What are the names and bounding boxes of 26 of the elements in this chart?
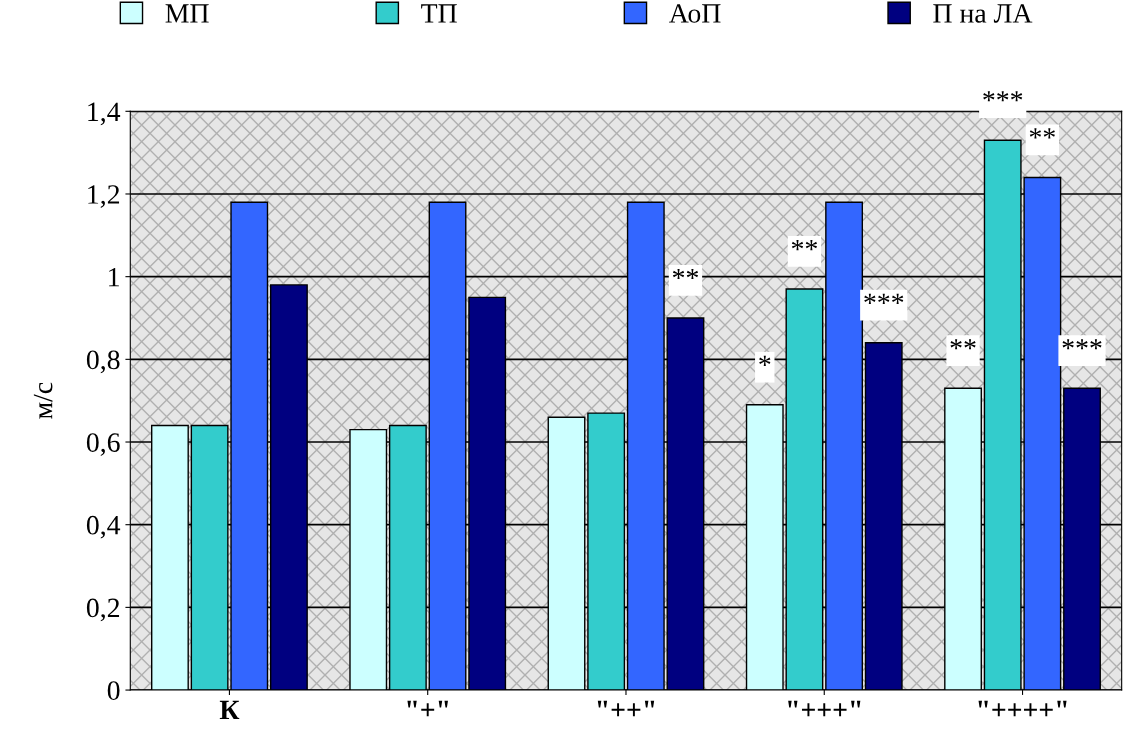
legend-label: П на ЛА [933, 4, 1033, 23]
y-tick-label: 1,2 [88, 185, 120, 208]
y-tick-label: 1 [109, 267, 119, 287]
y-axis-title: м/с [33, 382, 53, 419]
annotation: *** [983, 91, 1023, 102]
annotation: *** [864, 293, 904, 304]
y-tick-label: 0,4 [86, 515, 121, 539]
legend-label: ТП [421, 4, 457, 23]
annotation: ** [791, 239, 817, 251]
y-tick-label: 0,8 [86, 350, 120, 374]
x-tick-label: "++" [597, 700, 655, 717]
y-tick-label: 1,4 [88, 102, 121, 126]
y-tick-label: 0,6 [86, 433, 120, 456]
y-tick-label: 0,2 [86, 598, 120, 622]
annotation: *** [1062, 339, 1102, 350]
y-tick-label: 0 [107, 681, 120, 700]
x-tick-label: "+++" [788, 700, 861, 717]
annotation: ** [672, 268, 699, 280]
annotation: * [759, 355, 771, 366]
x-tick-label: "+" [407, 700, 448, 717]
legend-label: МП [165, 4, 209, 23]
annotation: ** [950, 339, 976, 350]
annotation: ** [1029, 128, 1055, 139]
x-tick-label: "++++" [978, 700, 1067, 717]
legend-label: АоП [669, 4, 721, 23]
x-tick-label: К [219, 700, 240, 720]
